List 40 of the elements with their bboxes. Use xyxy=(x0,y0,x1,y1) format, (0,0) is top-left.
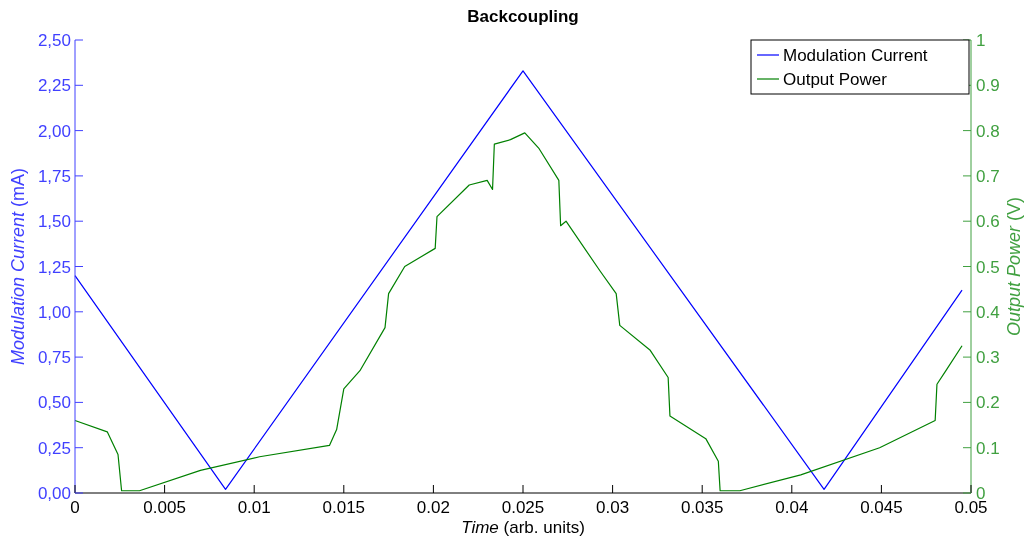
x-tick-label: 0.015 xyxy=(322,498,366,517)
y2-tick-label: 0.6 xyxy=(976,212,1000,232)
y-tick-label: 1,50 xyxy=(37,212,71,232)
x-axis-title: Time (arb. units) xyxy=(461,518,585,537)
y-tick-label: 1,25 xyxy=(37,257,71,277)
y-tick-label: 2,00 xyxy=(37,121,71,141)
y2-tick-label: 0.8 xyxy=(976,121,1000,141)
y-tick-label: 1,75 xyxy=(37,166,71,186)
y-tick-label: 0,25 xyxy=(37,438,71,458)
x-tick-label: 0.03 xyxy=(596,498,630,517)
x-tick-label: 0 xyxy=(70,498,80,517)
y-tick-label: 2,50 xyxy=(37,31,71,50)
y-tick-label: 0,75 xyxy=(37,348,71,368)
y2-tick-label: 0.5 xyxy=(976,257,1000,277)
x-tick-label: 0.025 xyxy=(501,498,545,517)
y2-tick-label: 0.4 xyxy=(976,302,1000,322)
line-series xyxy=(74,70,963,490)
y-tick-label: 0,50 xyxy=(37,393,71,413)
x-tick-label: 0.01 xyxy=(237,498,271,517)
y2-axis-title: Output Power (V) xyxy=(1004,196,1024,337)
y-axis-title: Modulation Current (mA) xyxy=(8,167,28,366)
x-tick-label: 0.04 xyxy=(775,498,809,517)
line-series xyxy=(74,132,963,492)
x-tick-label: 0.035 xyxy=(680,498,724,517)
chart-title: Backcoupling xyxy=(467,7,579,26)
y2-tick-label: 0.3 xyxy=(976,348,1000,368)
y-tick-label: 2,25 xyxy=(37,76,71,96)
y-tick-label: 0,00 xyxy=(37,484,71,503)
x-tick-label: 0.02 xyxy=(416,498,450,517)
y-tick-label: 1,00 xyxy=(37,302,71,322)
y2-tick-label: 1 xyxy=(976,31,986,50)
y2-tick-label: 0.1 xyxy=(976,438,1000,458)
x-tick-label: 0.005 xyxy=(143,498,186,517)
y2-tick-label: 0.2 xyxy=(976,393,1000,413)
y2-tick-label: 0.9 xyxy=(976,76,1000,96)
x-tick-label: 0.05 xyxy=(954,498,988,517)
y2-tick-label: 0.7 xyxy=(976,166,1000,186)
legend-label: Modulation Current xyxy=(783,46,928,65)
x-tick-label: 0.045 xyxy=(860,498,903,517)
legend-label: Output Power xyxy=(783,70,888,89)
